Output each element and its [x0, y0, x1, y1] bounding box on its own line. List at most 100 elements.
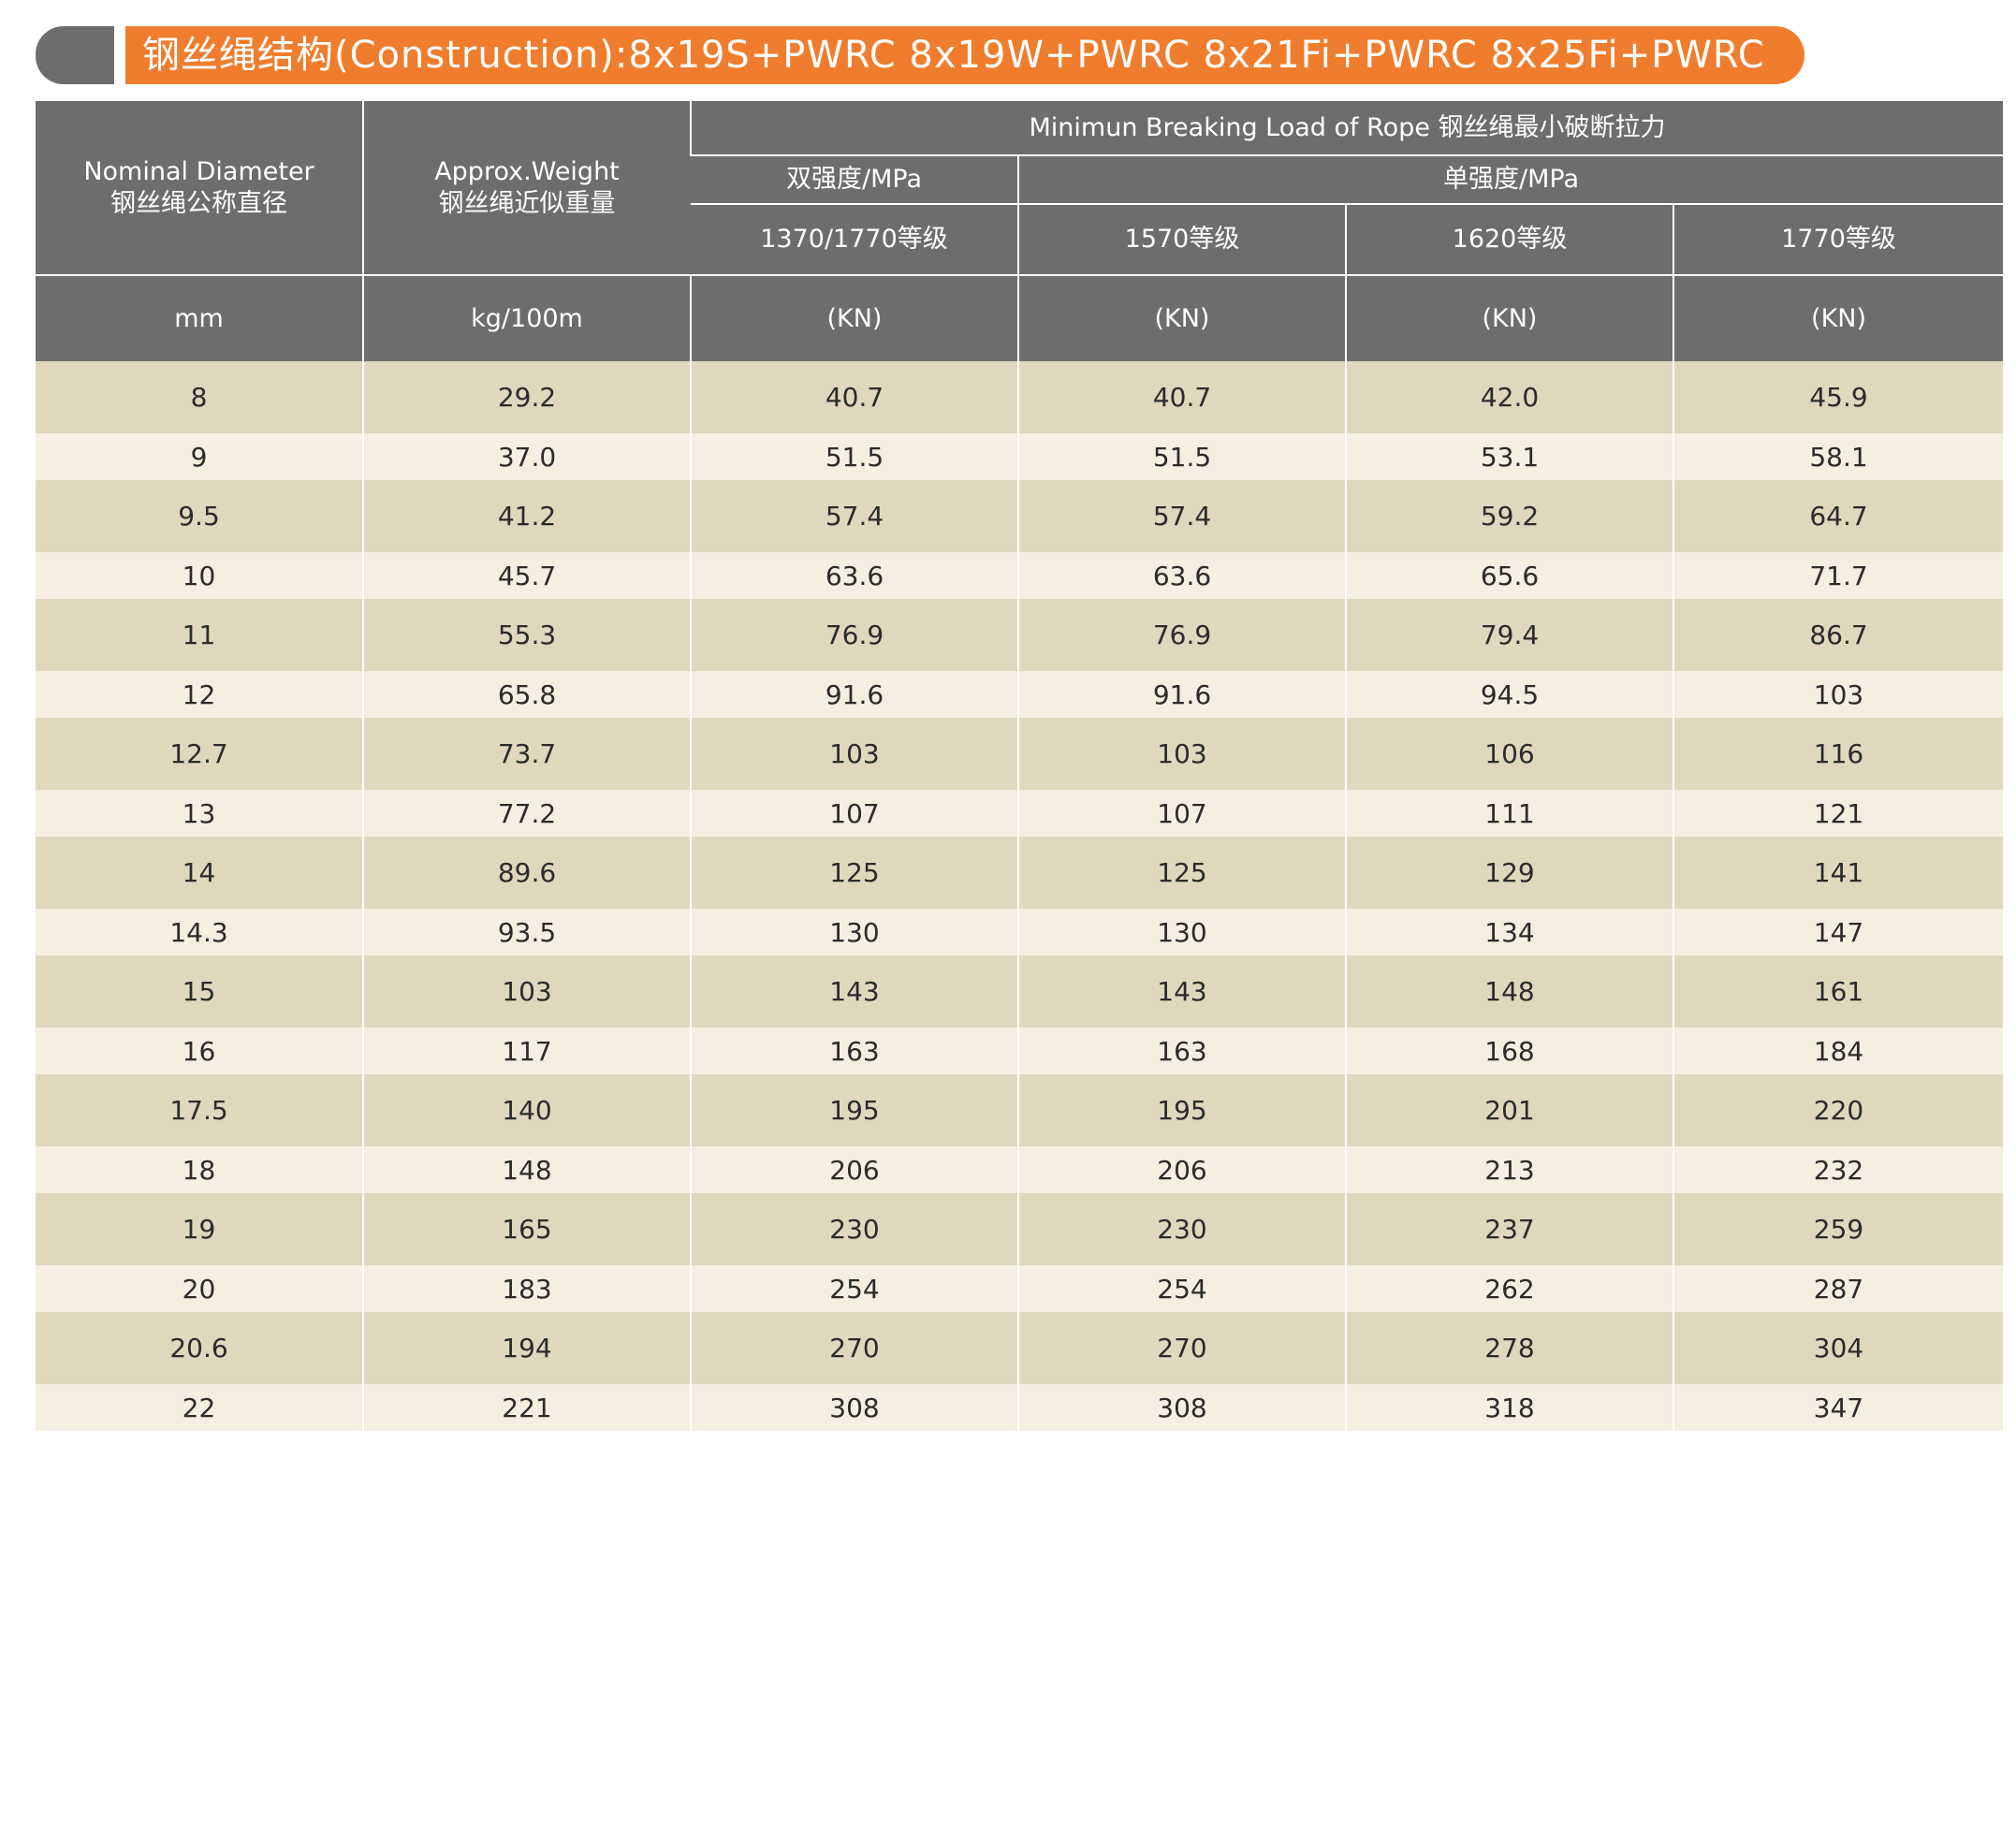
table-cell: 86.7: [1672, 599, 2004, 671]
spec-table: Nominal Diameter 钢丝绳公称直径 Approx.Weight 钢…: [36, 101, 2004, 1431]
table-cell: 270: [1017, 1312, 1346, 1384]
table-cell: 40.7: [690, 361, 1018, 433]
header-grade-1570: 1570等级: [1017, 203, 1346, 275]
table-cell: 103: [1017, 718, 1346, 790]
unit-kn: (KN): [1672, 274, 2004, 361]
table-cell: 20.6: [36, 1312, 363, 1384]
table-cell: 111: [1345, 790, 1673, 837]
table-cell: 262: [1345, 1265, 1673, 1312]
unit-kn: (KN): [690, 274, 1018, 361]
table-cell: 37.0: [362, 433, 691, 480]
table-cell: 15: [36, 955, 363, 1028]
table-row: 12 65.8 91.6 91.6 94.5 103: [36, 671, 2004, 718]
table-row: 8 29.2 40.7 40.7 42.0 45.9: [36, 361, 2004, 433]
table-cell: 125: [1017, 837, 1346, 909]
table-cell: 195: [690, 1074, 1018, 1146]
table-cell: 19: [36, 1193, 363, 1265]
table-cell: 9: [36, 433, 363, 480]
table-cell: 51.5: [1017, 433, 1346, 480]
header-grade-1770: 1770等级: [1672, 203, 2004, 275]
table-row: 17.5 140 195 195 201 220: [36, 1074, 2004, 1146]
table-cell: 165: [362, 1193, 691, 1265]
table-cell: 12: [36, 671, 363, 718]
header-breaking-load: Minimun Breaking Load of Rope 钢丝绳最小破断拉力: [689, 101, 2004, 155]
table-cell: 106: [1345, 718, 1673, 790]
table-cell: 103: [1672, 671, 2004, 718]
table-cell: 143: [1017, 955, 1346, 1028]
table-cell: 103: [690, 718, 1018, 790]
table-row: 20.6 194 270 270 278 304: [36, 1312, 2004, 1384]
table-cell: 206: [690, 1146, 1018, 1193]
table-cell: 57.4: [1017, 480, 1346, 552]
table-cell: 53.1: [1345, 433, 1673, 480]
table-cell: 220: [1672, 1074, 2004, 1146]
table-cell: 40.7: [1017, 361, 1346, 433]
header-single-strength: 单强度/MPa: [1016, 154, 2004, 204]
table-cell: 63.6: [1017, 552, 1346, 599]
table-cell: 45.9: [1672, 361, 2004, 433]
table-cell: 237: [1345, 1193, 1673, 1265]
table-cell: 76.9: [690, 599, 1018, 671]
table-row: 15 103 143 143 148 161: [36, 955, 2004, 1028]
table-cell: 195: [1017, 1074, 1346, 1146]
table-cell: 14.3: [36, 909, 363, 955]
unit-kn: (KN): [1345, 274, 1673, 361]
page-title: 钢丝绳结构(Construction):8x19S+PWRC 8x19W+PWR…: [125, 26, 1804, 84]
table-body: 8 29.2 40.7 40.7 42.0 45.9 9 37.0 51.5 51.5 53.1 58…: [36, 361, 2004, 1431]
table-cell: 308: [1017, 1384, 1346, 1431]
table-cell: 121: [1672, 790, 2004, 837]
table-cell: 41.2: [362, 480, 691, 552]
table-cell: 51.5: [690, 433, 1018, 480]
table-cell: 58.1: [1672, 433, 2004, 480]
table-cell: 141: [1672, 837, 2004, 909]
title-tab-marker: [36, 26, 114, 84]
table-cell: 184: [1672, 1028, 2004, 1074]
unit-kn: (KN): [1017, 274, 1346, 361]
table-cell: 308: [690, 1384, 1018, 1431]
table-cell: 89.6: [362, 837, 691, 909]
table-header: Nominal Diameter 钢丝绳公称直径 Approx.Weight 钢…: [36, 101, 2004, 361]
table-cell: 107: [1017, 790, 1346, 837]
table-cell: 65.6: [1345, 552, 1673, 599]
table-cell: 55.3: [362, 599, 691, 671]
table-row: 19 165 230 230 237 259: [36, 1193, 2004, 1265]
table-cell: 148: [362, 1146, 691, 1193]
table-cell: 129: [1345, 837, 1673, 909]
header-dual-strength: 双强度/MPa: [691, 154, 1018, 204]
table-cell: 304: [1672, 1312, 2004, 1384]
table-cell: 103: [362, 955, 691, 1028]
table-cell: 29.2: [362, 361, 691, 433]
table-cell: 17.5: [36, 1074, 363, 1146]
table-row: 22 221 308 308 318 347: [36, 1384, 2004, 1431]
table-cell: 57.4: [690, 480, 1018, 552]
table-cell: 117: [362, 1028, 691, 1074]
table-cell: 347: [1672, 1384, 2004, 1431]
table-cell: 42.0: [1345, 361, 1673, 433]
table-cell: 10: [36, 552, 363, 599]
table-row: 12.7 73.7 103 103 106 116: [36, 718, 2004, 790]
table-cell: 64.7: [1672, 480, 2004, 552]
table-cell: 318: [1345, 1384, 1673, 1431]
table-row: 18 148 206 206 213 232: [36, 1146, 2004, 1193]
table-cell: 63.6: [690, 552, 1018, 599]
table-cell: 79.4: [1345, 599, 1673, 671]
header-grade-1620: 1620等级: [1345, 203, 1673, 275]
table-cell: 65.8: [362, 671, 691, 718]
table-cell: 147: [1672, 909, 2004, 955]
table-cell: 163: [690, 1028, 1018, 1074]
table-cell: 107: [690, 790, 1018, 837]
table-row: 13 77.2 107 107 111 121: [36, 790, 2004, 837]
table-cell: 91.6: [690, 671, 1018, 718]
table-cell: 76.9: [1017, 599, 1346, 671]
table-cell: 45.7: [362, 552, 691, 599]
table-cell: 130: [690, 909, 1018, 955]
table-row: 16 117 163 163 168 184: [36, 1028, 2004, 1074]
unit-kg: kg/100m: [362, 274, 691, 361]
table-cell: 130: [1017, 909, 1346, 955]
table-cell: 230: [1017, 1193, 1346, 1265]
header-diameter: Nominal Diameter 钢丝绳公称直径: [36, 101, 363, 275]
table-cell: 71.7: [1672, 552, 2004, 599]
table-cell: 16: [36, 1028, 363, 1074]
unit-mm: mm: [36, 274, 363, 361]
table-cell: 20: [36, 1265, 363, 1312]
